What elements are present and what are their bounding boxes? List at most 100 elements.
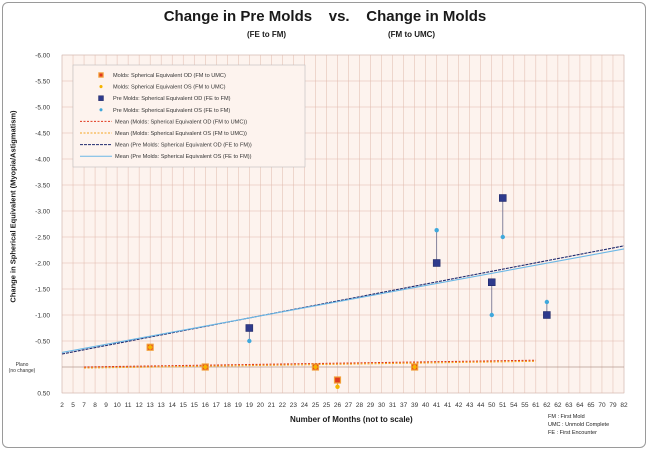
x-tick-label: 10 <box>113 402 121 409</box>
chart-subtitle-left: (FE to FM) <box>247 30 287 39</box>
x-tick-label: 16 <box>202 402 210 409</box>
x-tick-label: 37 <box>400 402 408 409</box>
legend-entry: Mean (Pre Molds: Spherical Equivalent OS… <box>115 154 252 160</box>
x-tick-label: 26 <box>334 402 342 409</box>
x-tick-label: 22 <box>279 402 287 409</box>
y-tick-label: -3.50 <box>35 183 50 190</box>
legend-entry: Pre Molds: Spherical Equivalent OS (FE t… <box>113 108 230 114</box>
data-point <box>499 194 507 202</box>
x-tick-label: 5 <box>71 402 75 409</box>
x-tick-label: 2 <box>60 402 64 409</box>
x-tick-label: 20 <box>257 402 265 409</box>
x-tick-label: 70 <box>598 402 606 409</box>
data-point <box>99 108 103 112</box>
x-tick-label: 25 <box>312 402 320 409</box>
y-tick-label: -5.50 <box>35 79 50 86</box>
y-tick-label: Plano (no change) <box>9 362 36 374</box>
x-tick-label: 63 <box>565 402 573 409</box>
x-tick-label: 27 <box>345 402 353 409</box>
x-tick-label: 79 <box>609 402 617 409</box>
x-tick-label: 14 <box>169 402 177 409</box>
legend-box <box>72 64 306 168</box>
data-point <box>500 234 505 240</box>
x-tick-label: 19 <box>235 402 243 409</box>
x-tick-label: 9 <box>104 402 108 409</box>
x-tick-label: 82 <box>620 402 628 409</box>
chart-subtitle-right: (FM to UMC) <box>388 30 436 39</box>
x-tick-label: 12 <box>136 402 144 409</box>
data-point <box>335 384 340 389</box>
footnote-umc: UMC : Unmold Complete <box>548 422 610 428</box>
x-tick-label: 62 <box>554 402 562 409</box>
data-point <box>544 299 550 305</box>
x-tick-label: 51 <box>499 402 507 409</box>
x-tick-label: 8 <box>93 402 97 409</box>
x-tick-label: 21 <box>268 402 276 409</box>
y-tick-label: -3.00 <box>35 209 50 216</box>
data-point <box>432 259 441 267</box>
legend-entry: Mean (Pre Molds: Spherical Equivalent OD… <box>115 143 252 149</box>
footnote-fe: FE : First Encounter <box>548 430 597 436</box>
data-point <box>203 364 208 370</box>
data-point <box>98 72 104 78</box>
chart-title: Change in Pre Molds vs. Change in Molds <box>163 8 487 25</box>
x-tick-label: 11 <box>125 402 132 409</box>
y-tick-label: -2.50 <box>35 235 50 242</box>
y-tick-label: -4.50 <box>35 131 50 138</box>
data-point <box>434 228 439 233</box>
x-tick-label: 7 <box>82 402 86 409</box>
x-tick-label: 13 <box>147 402 155 409</box>
x-tick-label: 19 <box>246 402 254 409</box>
x-tick-label: 25 <box>323 402 331 409</box>
x-tick-label: 40 <box>422 402 430 409</box>
y-tick-label: -4.00 <box>35 157 50 164</box>
x-tick-label: 55 <box>521 402 529 409</box>
x-tick-label: 39 <box>411 402 419 409</box>
y-tick-label: -1.00 <box>35 313 50 320</box>
x-tick-label: 31 <box>389 402 397 409</box>
x-tick-label: 29 <box>367 402 375 409</box>
x-tick-label: 54 <box>510 402 518 409</box>
data-point <box>247 338 252 344</box>
x-tick-label: 61 <box>532 402 540 409</box>
legend-entry: Molds: Spherical Equivalent OD (FM to UM… <box>113 73 226 79</box>
data-point <box>99 85 103 89</box>
x-tick-label: 62 <box>543 402 551 409</box>
y-tick-label: -5.00 <box>35 105 50 112</box>
trendline <box>61 245 625 355</box>
y-tick-label: -1.50 <box>35 287 50 294</box>
footnote-fm: FM : First Mold <box>548 414 585 420</box>
x-tick-label: 44 <box>477 402 485 409</box>
x-tick-label: 28 <box>356 402 364 409</box>
trendline <box>84 360 536 369</box>
data-point <box>489 312 494 318</box>
legend-entry: Mean (Molds: Spherical Equivalent OD (FM… <box>115 119 247 125</box>
x-tick-label: 15 <box>180 402 188 409</box>
x-tick-label: 17 <box>213 402 221 409</box>
x-tick-label: 50 <box>488 402 496 409</box>
y-tick-label: -0.50 <box>35 339 50 346</box>
x-tick-label: 23 <box>290 402 298 409</box>
x-tick-label: 13 <box>158 402 166 409</box>
x-axis-label: Number of Months (not to scale) <box>290 415 413 424</box>
data-point <box>333 376 342 384</box>
x-tick-label: 64 <box>576 402 584 409</box>
data-point <box>245 324 254 332</box>
legend-entry: Molds: Spherical Equivalent OS (FM to UM… <box>113 85 226 91</box>
data-point <box>147 345 153 350</box>
data-point <box>543 311 551 319</box>
data-point <box>488 278 496 286</box>
y-tick-label: 0.50 <box>37 391 50 398</box>
x-tick-label: 43 <box>466 402 474 409</box>
x-tick-label: 65 <box>587 402 595 409</box>
footnotes: FM : First Mold UMC : Unmold Complete FE… <box>548 413 609 437</box>
y-tick-label: -6.00 <box>35 53 50 60</box>
trendline <box>84 359 536 368</box>
data-point <box>412 364 417 370</box>
x-tick-label: 15 <box>191 402 199 409</box>
data-point <box>313 364 318 370</box>
legend-entry: Mean (Molds: Spherical Equivalent OS (FM… <box>115 131 247 137</box>
x-tick-label: 42 <box>455 402 463 409</box>
x-tick-label: 41 <box>433 402 441 409</box>
